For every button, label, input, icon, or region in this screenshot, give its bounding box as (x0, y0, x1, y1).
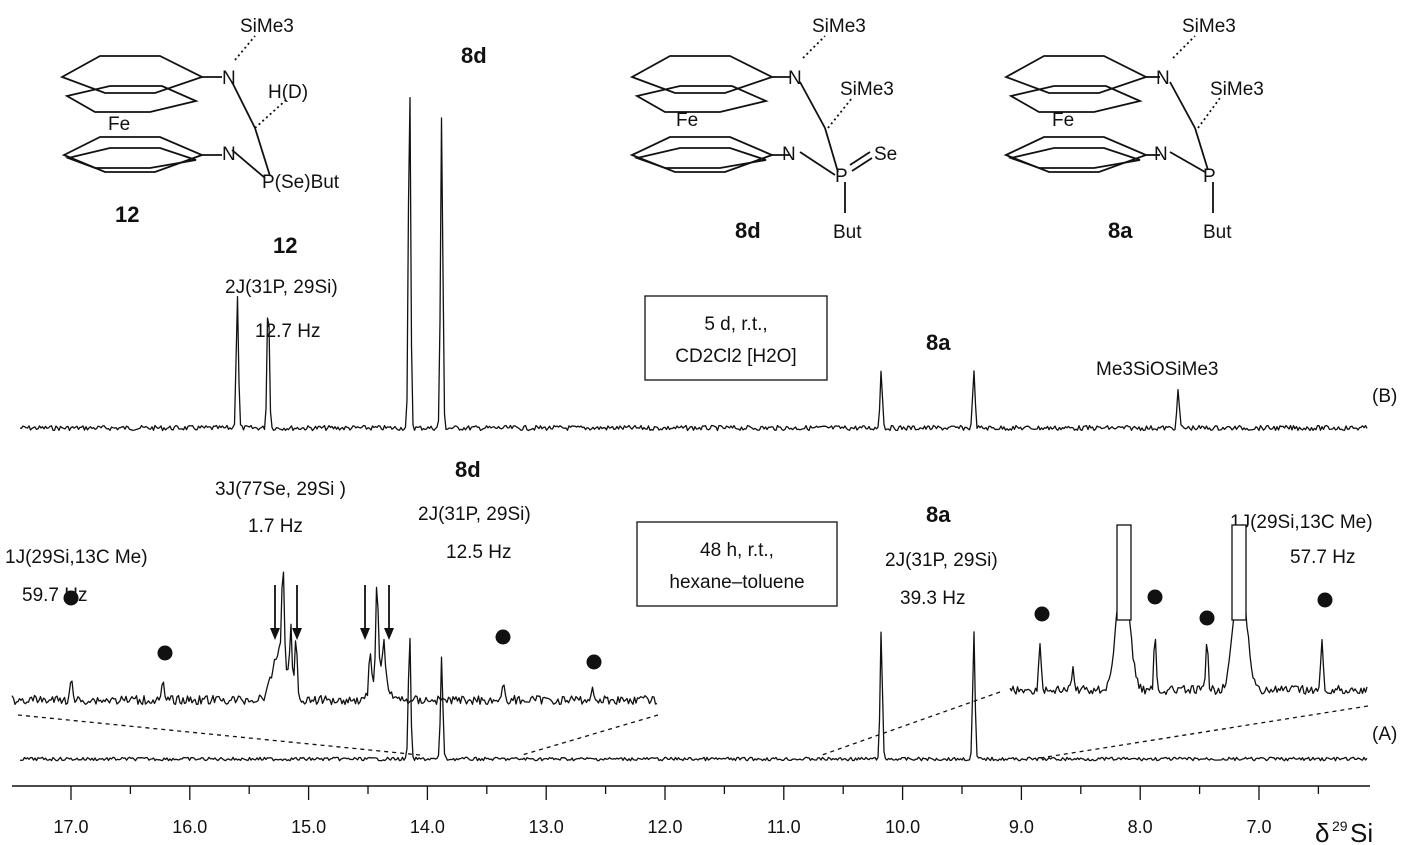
a-condition-line1: 48 h, r.t., (700, 540, 774, 561)
a-label-1j-right: 1J(29Si,13C Me) (1230, 512, 1373, 533)
x-tick-label: 13.0 (529, 817, 564, 837)
x-axis-label: δ (1315, 818, 1329, 845)
b-label-8a: 8a (926, 330, 951, 355)
a-label-8d: 8d (455, 457, 481, 482)
struct-8a-top: SiMe3 (1182, 16, 1236, 37)
x-tick-label: 10.0 (885, 817, 920, 837)
structure-12: SiMe3 H(D) Fe N N P(Se)But 12 (59, 16, 340, 227)
b-label-12-hz: 12.7 Hz (255, 321, 320, 342)
struct-8d-top: SiMe3 (812, 16, 866, 37)
a-condition-box (636, 521, 838, 607)
b-label-siloxane: Me3SiOSiMe3 (1096, 359, 1219, 380)
inset-guide-right-1 (821, 691, 1001, 756)
spectrum-generated (11, 96, 1368, 762)
x-tick-label: 14.0 (410, 817, 445, 837)
struct-8d-id: 8d (735, 218, 761, 243)
struct-8a-bu: But (1203, 222, 1232, 243)
trace-b (19, 96, 1368, 432)
struct-8d-mid: SiMe3 (840, 79, 894, 100)
x-tick-label: 9.0 (1009, 817, 1034, 837)
satellite-dot-2 (157, 645, 173, 661)
x-tick-label: 16.0 (172, 817, 207, 837)
x-axis-label-element: Si (1350, 818, 1373, 845)
struct-8a-p: P (1203, 166, 1216, 187)
a-label-1j-left: 1J(29Si,13C Me) (5, 547, 148, 568)
b-condition-box (644, 295, 828, 381)
x-axis-label-isotope: 29 (1332, 818, 1348, 834)
struct-12-n1: N (222, 68, 236, 89)
struct-8d-bu: But (833, 222, 862, 243)
x-tick-label: 7.0 (1246, 817, 1271, 837)
trace-label-a: (A) (1372, 724, 1397, 745)
trace-a-inset-right (1009, 566, 1368, 696)
satellite-dot-4 (586, 654, 602, 670)
b-label-8d: 8d (461, 43, 487, 68)
struct-8d-se: Se (874, 144, 897, 165)
x-tick-label: 17.0 (53, 817, 88, 837)
inset-guide-left-2 (521, 714, 659, 756)
clipped-peak-1 (1116, 524, 1132, 621)
x-axis-ticks: 17.0 16.0 15.0 14.0 13.0 12.0 11.0 10.0 9.0 8.0 7.… (53, 786, 1320, 837)
a-label-8a: 8a (926, 502, 951, 527)
satellite-dot-3 (495, 629, 511, 645)
struct-12-hd: H(D) (268, 82, 308, 103)
struct-8d-p: P (835, 166, 848, 187)
struct-8d-n1: N (788, 68, 802, 89)
b-label-12: 12 (273, 233, 297, 258)
b-label-12-coupling: 2J(31P, 29Si) (225, 277, 338, 298)
satellite-dot-5 (1034, 606, 1050, 622)
trace-a-inset-left (11, 571, 658, 706)
struct-12-fe: Fe (108, 114, 130, 135)
struct-8a-n1: N (1156, 68, 1170, 89)
b-condition-line1: 5 d, r.t., (704, 314, 767, 335)
x-tick-label: 15.0 (291, 817, 326, 837)
a-label-3j: 3J(77Se, 29Si ) (215, 479, 346, 500)
x-tick-label: 8.0 (1128, 817, 1153, 837)
trace-label-b: (B) (1372, 386, 1397, 407)
struct-12-n2: N (222, 144, 236, 165)
a-label-3j-hz: 1.7 Hz (248, 516, 303, 537)
struct-8a-n2: N (1154, 144, 1168, 165)
satellite-dot-8 (1317, 592, 1333, 608)
struct-8d-n2: N (782, 144, 796, 165)
satellite-dot-1 (63, 590, 79, 606)
a-label-8a-hz: 39.3 Hz (900, 588, 965, 609)
inset-guide-right-2 (1039, 705, 1369, 759)
satellite-dot-6 (1147, 589, 1163, 605)
trace-a (19, 631, 1368, 762)
a-label-1j-right-hz: 57.7 Hz (1290, 547, 1355, 568)
a-label-8d-hz: 12.5 Hz (446, 542, 511, 563)
struct-12-p: P(Se)But (262, 172, 340, 193)
struct-8a-fe: Fe (1052, 110, 1074, 131)
inset-guide-left-1 (17, 714, 421, 756)
struct-12-top: SiMe3 (240, 16, 294, 37)
struct-8d-fe: Fe (676, 110, 698, 131)
struct-8a-mid: SiMe3 (1210, 79, 1264, 100)
a-label-8a-coupling: 2J(31P, 29Si) (885, 550, 998, 571)
struct-12-id: 12 (115, 202, 139, 227)
structure-8a: SiMe3 SiMe3 Fe N N P But 8a (1003, 16, 1264, 243)
a-label-8d-coupling: 2J(31P, 29Si) (418, 504, 531, 525)
x-tick-label: 11.0 (767, 817, 801, 837)
x-tick-label: 12.0 (647, 817, 682, 837)
structure-8d: SiMe3 SiMe3 Fe N N P Se But 8d (629, 16, 897, 243)
a-condition-line2: hexane–toluene (669, 572, 804, 593)
struct-8a-id: 8a (1108, 218, 1133, 243)
b-condition-line2: CD2Cl2 [H2O] (675, 346, 796, 367)
satellite-arrows (270, 585, 394, 640)
satellite-dot-7 (1199, 610, 1215, 626)
clipped-peak-2 (1231, 524, 1247, 621)
